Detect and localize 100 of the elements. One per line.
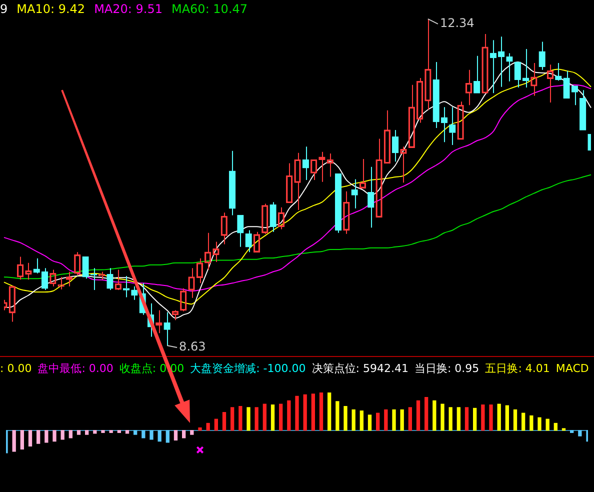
bar <box>408 407 412 431</box>
candlestick <box>334 173 342 234</box>
candlestick <box>131 286 138 300</box>
bar <box>134 430 138 435</box>
bar <box>295 396 299 431</box>
bar <box>473 408 477 431</box>
text: MA60: 10.47 <box>171 2 248 16</box>
candlestick <box>522 48 530 88</box>
candlestick <box>432 62 440 129</box>
candlestick <box>563 70 570 99</box>
bar <box>530 415 534 431</box>
bar <box>481 404 485 431</box>
bar <box>328 392 332 431</box>
bar <box>538 417 542 431</box>
bar <box>513 409 518 431</box>
bar <box>182 430 186 438</box>
candlestick <box>490 40 496 94</box>
bar <box>522 412 526 431</box>
bar <box>36 430 40 444</box>
bar <box>303 394 307 431</box>
bar <box>20 430 24 450</box>
bar <box>93 430 97 434</box>
candlestick <box>41 268 48 291</box>
candlestick <box>580 90 586 130</box>
bar <box>190 430 194 435</box>
bar <box>546 418 550 431</box>
bar <box>336 401 340 431</box>
bar <box>287 400 291 431</box>
bar <box>319 392 324 431</box>
bar <box>150 430 154 440</box>
bar <box>238 406 242 431</box>
bar <box>206 422 210 431</box>
candlestick <box>228 150 236 216</box>
bar <box>376 412 380 431</box>
bar <box>456 407 460 431</box>
text: MACD <box>556 362 589 375</box>
bar <box>214 418 218 431</box>
bar <box>554 422 558 431</box>
bar <box>432 400 436 431</box>
candlestick <box>164 312 170 346</box>
bar <box>368 414 372 431</box>
bar <box>109 430 113 433</box>
bar <box>142 430 146 438</box>
bar <box>117 430 121 433</box>
bar <box>400 409 404 431</box>
bar <box>158 430 162 442</box>
bar <box>101 430 105 433</box>
bar <box>416 400 420 431</box>
candlestick <box>270 202 276 232</box>
bar <box>360 410 364 431</box>
bar <box>279 404 283 431</box>
annotation: 8.63 <box>179 340 206 354</box>
bar <box>489 404 493 431</box>
bar <box>246 407 250 431</box>
bar <box>424 396 428 431</box>
bar <box>68 430 72 438</box>
bar <box>28 430 32 446</box>
bar <box>440 404 444 431</box>
bar <box>198 427 202 431</box>
candlestick <box>351 178 358 209</box>
candlestick <box>474 55 480 94</box>
candlestick <box>538 41 546 70</box>
bar <box>448 407 452 431</box>
text: 大盘资金增减: -100.00 <box>190 362 306 375</box>
bar <box>125 430 130 434</box>
bar <box>392 409 396 431</box>
candlestick <box>440 106 448 143</box>
bar <box>52 430 56 442</box>
text: : 0.00 <box>0 362 32 375</box>
bar <box>270 404 275 431</box>
text: 当日换: 0.95 <box>414 362 480 375</box>
bar <box>174 430 178 440</box>
candlestick <box>392 129 399 162</box>
bar <box>464 407 469 431</box>
bar <box>344 406 348 431</box>
bar <box>352 409 356 431</box>
candlestick <box>237 214 244 248</box>
bar <box>262 404 266 431</box>
bar <box>570 430 574 433</box>
candlestick <box>106 268 114 291</box>
bar <box>85 430 89 435</box>
bar <box>230 407 234 431</box>
annotation: 12.34 <box>440 16 474 30</box>
bar <box>384 409 388 431</box>
bar <box>254 407 258 431</box>
bar <box>562 428 566 431</box>
bar <box>497 404 501 431</box>
candlestick <box>245 230 252 253</box>
bar <box>44 430 48 443</box>
text: MA20: 9.51 <box>94 2 162 16</box>
candlestick <box>514 62 521 88</box>
bar <box>505 405 509 431</box>
bar <box>12 430 16 452</box>
candlestick <box>368 166 374 228</box>
bar <box>311 394 315 431</box>
text: 决策点位: 5942.41 <box>312 362 408 375</box>
bar <box>76 430 81 435</box>
bar <box>222 412 226 431</box>
bar <box>578 430 582 436</box>
candlestick <box>506 52 513 82</box>
